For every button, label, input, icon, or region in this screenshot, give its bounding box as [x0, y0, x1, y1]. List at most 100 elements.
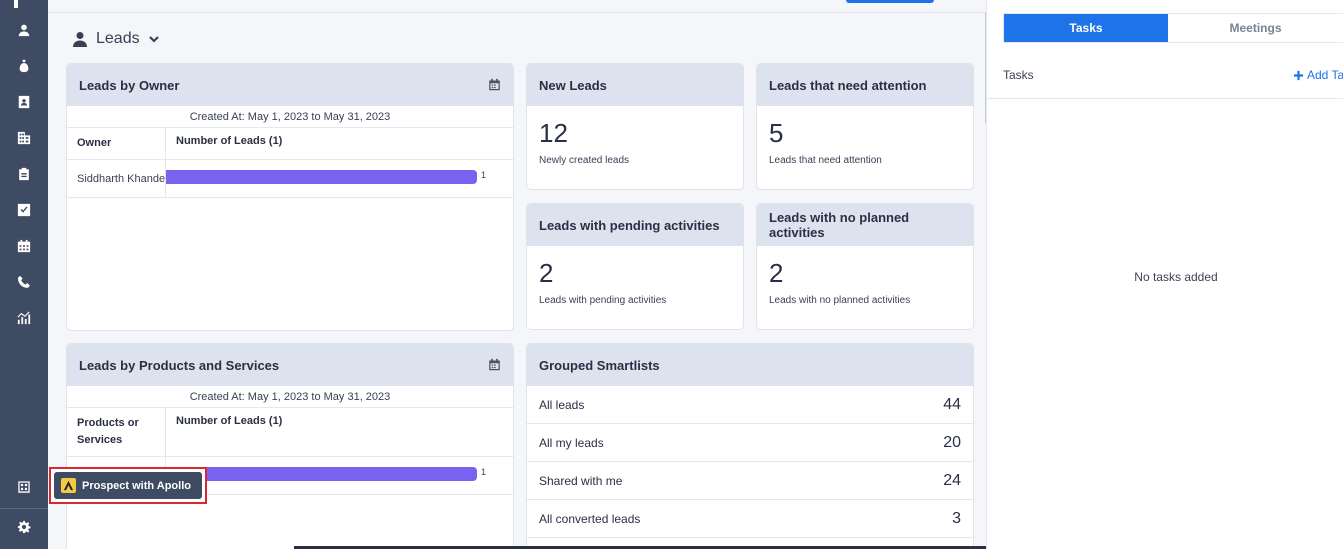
nav-tasks[interactable] — [0, 195, 48, 225]
bar-cell: 1 — [166, 160, 513, 197]
column-header-products: Products or Services — [67, 408, 166, 456]
smartlist-item[interactable]: Shared with me 24 — [527, 462, 973, 500]
nav-divider — [0, 508, 48, 509]
table-row[interactable]: Siddharth Khandelwal 1 — [67, 160, 513, 198]
column-header-owner: Owner — [67, 128, 166, 159]
nav-calendar[interactable] — [0, 231, 48, 261]
module-switcher[interactable]: Leads — [72, 28, 160, 50]
new-leads-card[interactable]: New Leads 12 Newly created leads — [526, 63, 744, 190]
no-planned-activities-header: Leads with no planned activities — [757, 204, 973, 246]
pending-activities-header: Leads with pending activities — [527, 204, 743, 246]
add-task-button[interactable]: Add Task — [1293, 68, 1343, 82]
page-title: Leads — [96, 30, 140, 47]
tasks-section-label: Tasks — [1003, 68, 1034, 82]
date-range-label: Created At: May 1, 2023 to May 31, 2023 — [189, 111, 391, 123]
nav-deals[interactable] — [0, 51, 48, 81]
tasks-section-header: Tasks Add Task — [1003, 68, 1343, 86]
calendar-icon[interactable] — [488, 78, 501, 91]
clipboard-icon — [19, 167, 29, 181]
no-planned-activities-caption: Leads with no planned activities — [769, 295, 911, 306]
bar-cell: 1 — [166, 457, 513, 494]
new-leads-count: 12 — [539, 118, 568, 148]
smartlist-count: 24 — [943, 471, 961, 489]
grouped-smartlists-card: Grouped Smartlists All leads 44 All my l… — [526, 343, 974, 549]
nav-apps[interactable] — [0, 472, 48, 502]
nav-leads[interactable] — [0, 87, 48, 117]
nav-contacts[interactable] — [0, 15, 48, 45]
checkbox-icon — [17, 203, 31, 217]
smartlist-item[interactable]: All my leads 20 — [527, 424, 973, 462]
owner-name: Siddharth Khandelwal — [67, 160, 166, 197]
calendar-icon[interactable] — [488, 358, 501, 371]
new-leads-header: New Leads — [527, 64, 743, 106]
nav-calls[interactable] — [0, 267, 48, 297]
gear-icon — [17, 520, 31, 534]
apollo-highlight: Prospect with Apollo — [49, 467, 207, 504]
attention-leads-count: 5 — [769, 118, 784, 148]
smartlist-item[interactable]: All converted leads 3 — [527, 500, 973, 538]
panel-tabs: Tasks Meetings — [1003, 13, 1343, 43]
add-task-label: Add Task — [1307, 68, 1343, 82]
prospect-with-apollo-button[interactable]: Prospect with Apollo — [54, 472, 202, 499]
bar-value-label: 1 — [481, 170, 487, 180]
owner-bar[interactable] — [166, 170, 477, 184]
smartlist-label: All my leads — [539, 435, 604, 450]
nav-settings[interactable] — [0, 512, 48, 542]
nav-analytics[interactable] — [0, 303, 48, 333]
building-icon — [17, 131, 31, 145]
smartlist-count: 20 — [943, 433, 961, 451]
calendar-icon — [17, 239, 31, 253]
attention-leads-card[interactable]: Leads that need attention 5 Leads that n… — [756, 63, 974, 190]
attention-leads-header: Leads that need attention — [757, 64, 973, 106]
top-action-button[interactable] — [846, 0, 934, 3]
nav-accounts[interactable] — [0, 123, 48, 153]
activity-panel: Tasks Meetings Tasks Add Task No tasks a… — [986, 0, 1343, 549]
product-bar[interactable] — [166, 467, 477, 481]
pending-activities-count: 2 — [539, 258, 554, 288]
empty-state-text: No tasks added — [1134, 270, 1218, 284]
contact-card-icon — [18, 95, 30, 109]
bar-value-label: 1 — [481, 467, 487, 477]
leads-by-owner-header: Leads by Owner — [67, 64, 513, 106]
tab-meetings[interactable]: Meetings — [1168, 14, 1343, 42]
nav-top-indicator — [14, 0, 18, 8]
leads-by-products-header: Leads by Products and Services — [67, 344, 513, 386]
dashboard-main: Leads Leads by Owner Created At: May 1, … — [48, 0, 986, 549]
table-header: Products or Services Number of Leads (1) — [67, 408, 513, 457]
apps-grid-icon — [18, 481, 30, 493]
new-leads-caption: Newly created leads — [539, 155, 630, 166]
nav-documents[interactable] — [0, 159, 48, 189]
column-header-count: Number of Leads (1) — [176, 415, 283, 427]
person-icon — [72, 31, 88, 47]
phone-icon — [18, 275, 30, 288]
smartlist-count: 44 — [943, 395, 961, 413]
main-scrollbar[interactable] — [985, 12, 986, 124]
apollo-logo-icon — [61, 478, 76, 493]
leads-by-owner-card: Leads by Owner Created At: May 1, 2023 t… — [66, 63, 514, 331]
smartlist-count: 3 — [952, 509, 961, 527]
attention-leads-caption: Leads that need attention — [769, 155, 882, 166]
header-divider — [48, 12, 986, 13]
analytics-icon — [17, 311, 31, 325]
user-icon — [18, 24, 30, 37]
leads-by-products-card: Leads by Products and Services Created A… — [66, 343, 514, 549]
bottom-edge — [294, 546, 986, 549]
left-navigation — [0, 0, 48, 549]
table-header: Owner Number of Leads (1) — [67, 128, 513, 160]
leads-by-owner-table: Owner Number of Leads (1) Siddharth Khan… — [67, 127, 513, 198]
column-header-count: Number of Leads (1) — [176, 135, 283, 147]
money-bag-icon — [19, 59, 29, 73]
pending-activities-card[interactable]: Leads with pending activities 2 Leads wi… — [526, 203, 744, 330]
smartlist-label: All leads — [539, 397, 585, 412]
smartlist-label: Shared with me — [539, 473, 623, 488]
no-planned-activities-card[interactable]: Leads with no planned activities 2 Leads… — [756, 203, 974, 330]
smartlists-header: Grouped Smartlists — [527, 344, 973, 386]
smartlist-item[interactable]: All leads 44 — [527, 386, 973, 424]
date-range-label: Created At: May 1, 2023 to May 31, 2023 — [189, 391, 391, 403]
pending-activities-caption: Leads with pending activities — [539, 295, 667, 306]
leads-by-products-table: Products or Services Number of Leads (1)… — [67, 407, 513, 495]
panel-divider — [987, 98, 1343, 99]
card-title: Leads by Owner — [79, 77, 180, 93]
plus-icon — [1293, 70, 1304, 80]
tab-tasks[interactable]: Tasks — [1004, 14, 1168, 42]
